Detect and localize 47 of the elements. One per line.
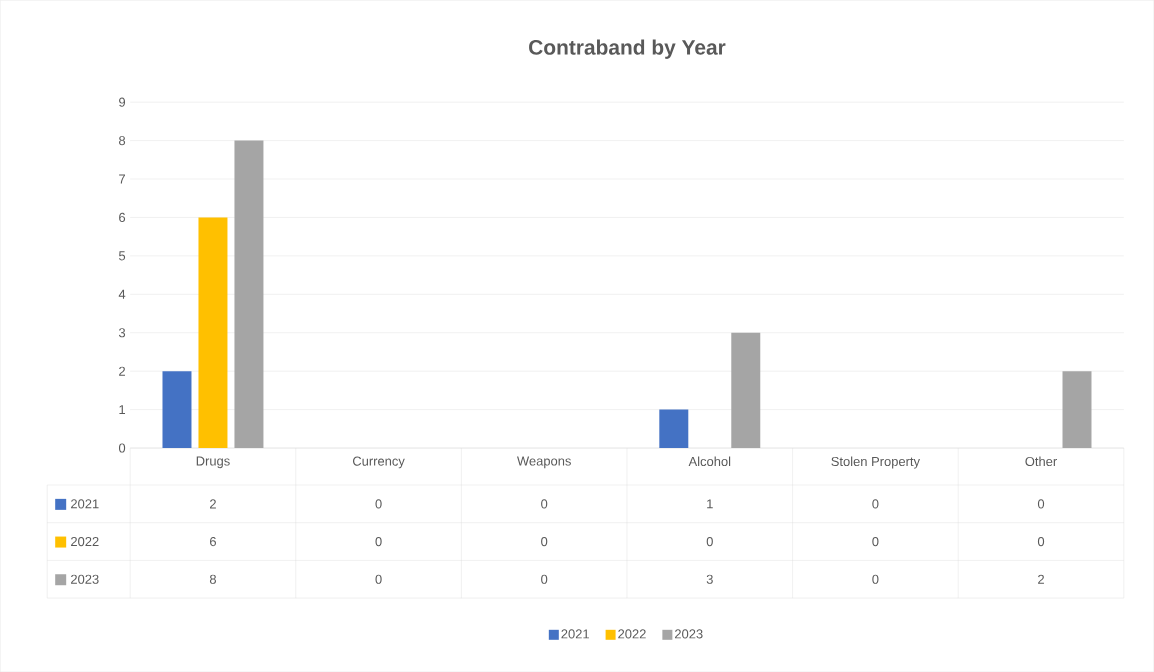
data-label: 0 xyxy=(375,499,382,509)
bar xyxy=(1062,371,1092,448)
bar xyxy=(162,371,192,448)
data-label: 1 xyxy=(707,499,713,509)
data-label: 0 xyxy=(375,536,382,547)
x-tick-label: Weapons xyxy=(517,456,571,469)
y-tick-label: 1 xyxy=(119,405,126,414)
bar xyxy=(234,140,264,448)
y-tick-label: 3 xyxy=(118,328,126,338)
data-label: 0 xyxy=(375,574,382,584)
data-label: 0 xyxy=(541,574,548,584)
chart-title: Contraband by Year xyxy=(529,39,726,59)
data-label: 0 xyxy=(541,536,548,547)
x-tick-label: Drugs xyxy=(196,456,230,469)
data-label: 6 xyxy=(210,536,216,547)
data-label: 0 xyxy=(541,499,548,509)
y-tick-label: 4 xyxy=(118,289,126,299)
y-tick-label: 2 xyxy=(119,366,125,376)
x-tick-label: Stolen Property xyxy=(831,456,920,469)
bar xyxy=(198,217,228,448)
bar xyxy=(731,332,761,448)
data-label: 0 xyxy=(872,499,879,509)
legend-label: 2021 xyxy=(71,499,99,509)
data-label: 0 xyxy=(1037,499,1045,509)
data-label: 0 xyxy=(872,536,879,547)
text: 2021 xyxy=(561,629,589,639)
data-label: 0 xyxy=(872,574,879,584)
x-tick-label: Other xyxy=(1025,456,1057,466)
text: 2022 xyxy=(618,629,646,639)
y-tick-label: 5 xyxy=(118,251,126,261)
y-tick-label: 0 xyxy=(118,443,126,453)
data-label: 0 xyxy=(1037,536,1045,547)
y-tick-label: 8 xyxy=(119,135,126,146)
bar xyxy=(659,409,689,448)
data-label: 2 xyxy=(1038,574,1044,584)
data-label: 2 xyxy=(210,499,216,509)
y-tick-label: 6 xyxy=(119,212,126,222)
data-label: 3 xyxy=(706,574,713,584)
legend-label: 2023 xyxy=(675,629,703,639)
data-label: 0 xyxy=(706,536,713,547)
x-tick-label: Alcohol xyxy=(688,456,731,466)
legend-label: 2022 xyxy=(71,536,99,547)
data-label: 8 xyxy=(209,574,216,584)
x-tick-label: Currency xyxy=(352,456,405,469)
text: 2023 xyxy=(71,574,99,584)
y-tick-label: 9 xyxy=(119,97,126,107)
y-tick-label: 7 xyxy=(119,174,125,184)
